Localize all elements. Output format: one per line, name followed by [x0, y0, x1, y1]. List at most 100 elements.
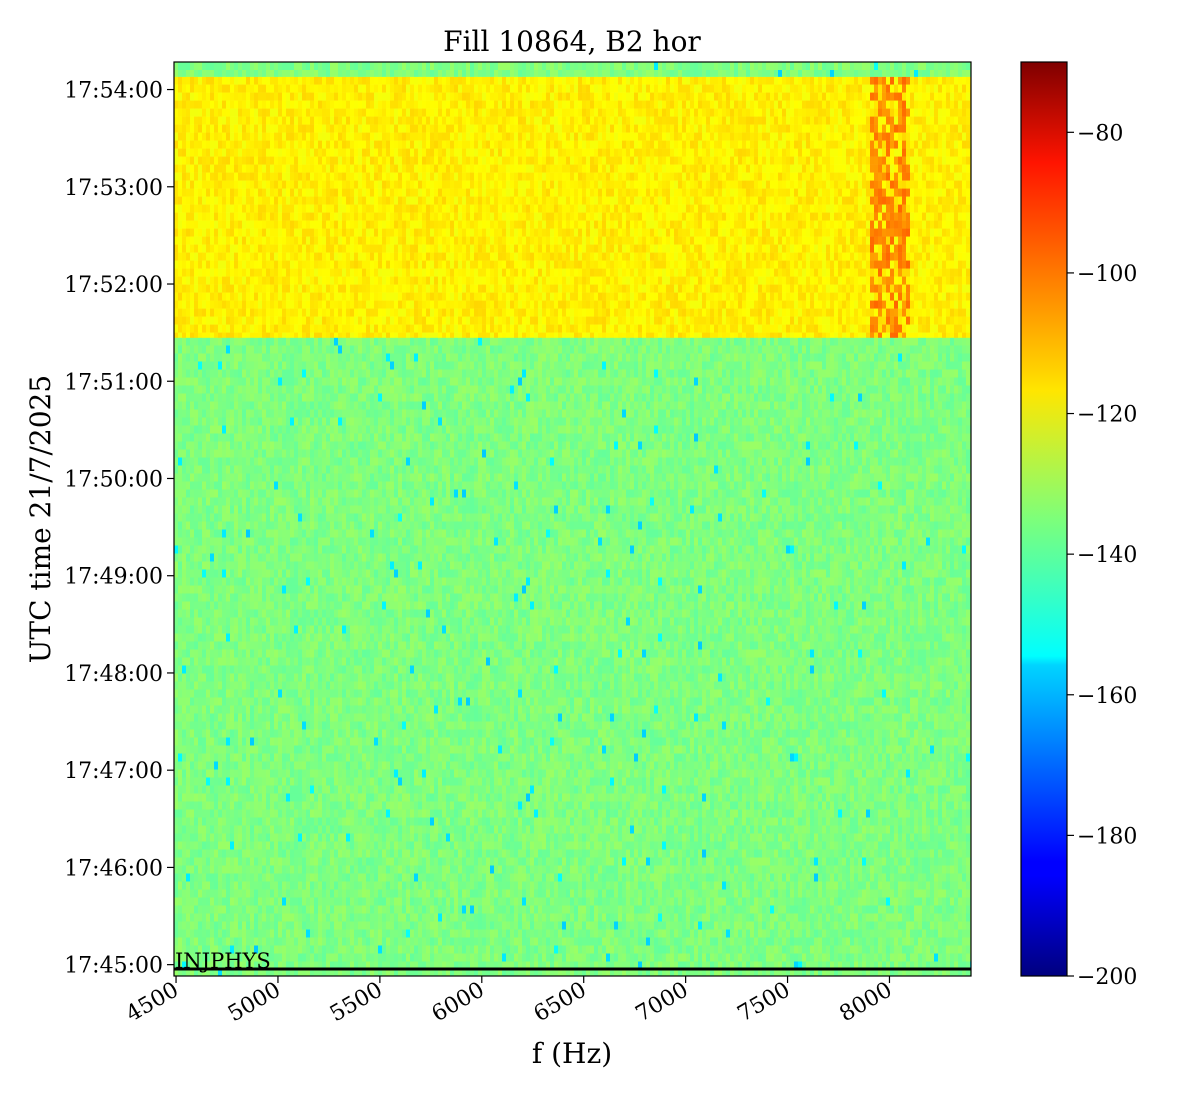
heatmap-cell: [938, 337, 943, 346]
heatmap-cell: [626, 505, 631, 514]
heatmap-cell: [942, 401, 947, 410]
heatmap-cell: [222, 353, 227, 362]
heatmap-cell: [786, 353, 791, 362]
heatmap-cell: [462, 377, 467, 386]
heatmap-cell: [462, 433, 467, 442]
heatmap-cell: [570, 529, 575, 538]
heatmap-cell: [870, 353, 875, 362]
heatmap-cell: [314, 521, 319, 530]
heatmap-cell: [222, 417, 227, 426]
heatmap-cell: [274, 529, 279, 538]
heatmap-cell: [410, 353, 415, 362]
heatmap-cell: [902, 529, 907, 538]
heatmap-cell: [278, 385, 283, 394]
heatmap-cell: [530, 449, 535, 458]
heatmap-cell: [350, 385, 355, 394]
heatmap-cell: [798, 441, 803, 450]
heatmap-cell: [918, 417, 923, 426]
heatmap-cell: [754, 529, 759, 538]
heatmap-cell: [330, 433, 335, 442]
heatmap-cell: [786, 489, 791, 498]
heatmap-cell: [714, 401, 719, 410]
heatmap-cell: [574, 505, 579, 514]
heatmap-cell: [722, 361, 727, 370]
heatmap-cell: [934, 393, 939, 402]
heatmap-cell: [250, 489, 255, 498]
heatmap-cell: [454, 489, 459, 498]
heatmap-cell: [602, 457, 607, 466]
heatmap-cell: [298, 489, 303, 498]
heatmap-cell: [738, 433, 743, 442]
heatmap-cell: [762, 449, 767, 458]
heatmap-cell: [518, 433, 523, 442]
heatmap-cell: [930, 441, 935, 450]
heatmap-cell: [722, 401, 727, 410]
heatmap-cell: [530, 489, 535, 498]
heatmap-cell: [930, 481, 935, 490]
heatmap-cell: [458, 345, 463, 354]
heatmap-cell: [566, 513, 571, 522]
heatmap-cell: [774, 521, 779, 530]
heatmap-cell: [358, 361, 363, 370]
heatmap-cell: [726, 449, 731, 458]
heatmap-cell: [746, 417, 751, 426]
heatmap-cell: [474, 409, 479, 418]
heatmap-cell: [406, 385, 411, 394]
heatmap-cell: [734, 465, 739, 474]
heatmap-cell: [442, 449, 447, 458]
heatmap-cell: [514, 441, 519, 450]
heatmap-cell: [938, 425, 943, 434]
heatmap-cell: [598, 513, 603, 522]
heatmap-cell: [418, 401, 423, 410]
heatmap-cell: [510, 353, 515, 362]
heatmap-cell: [798, 353, 803, 362]
heatmap-cell: [566, 409, 571, 418]
heatmap-cell: [566, 497, 571, 506]
heatmap-cell: [662, 401, 667, 410]
heatmap-cell: [498, 377, 503, 386]
heatmap-cell: [822, 529, 827, 538]
heatmap-cell: [622, 393, 627, 402]
heatmap-cell: [266, 409, 271, 418]
heatmap-cell: [894, 489, 899, 498]
heatmap-cell: [518, 505, 523, 514]
heatmap-cell: [494, 409, 499, 418]
heatmap-cell: [418, 377, 423, 386]
heatmap-cell: [178, 353, 183, 362]
heatmap-cell: [654, 345, 659, 354]
heatmap-cell: [362, 529, 367, 538]
heatmap-cell: [202, 441, 207, 450]
heatmap-cell: [454, 481, 459, 490]
heatmap-cell: [558, 473, 563, 482]
heatmap-cell: [330, 465, 335, 474]
heatmap-cell: [574, 377, 579, 386]
heatmap-cell: [378, 497, 383, 506]
heatmap-cell: [310, 401, 315, 410]
heatmap-cell: [830, 425, 835, 434]
heatmap-cell: [634, 377, 639, 386]
heatmap-cell: [546, 497, 551, 506]
heatmap-cell: [838, 489, 843, 498]
heatmap-cell: [750, 433, 755, 442]
heatmap-cell: [622, 441, 627, 450]
heatmap-cell: [650, 385, 655, 394]
heatmap-cell: [414, 425, 419, 434]
heatmap-cell: [282, 393, 287, 402]
heatmap-cell: [942, 513, 947, 522]
heatmap-cell: [338, 393, 343, 402]
heatmap-cell: [818, 513, 823, 522]
heatmap-cell: [594, 353, 599, 362]
heatmap-cell: [650, 497, 655, 506]
heatmap-cell: [526, 457, 531, 466]
heatmap-cell: [526, 369, 531, 378]
heatmap-cell: [474, 473, 479, 482]
heatmap-cell: [826, 337, 831, 346]
heatmap-cell: [658, 433, 663, 442]
heatmap-cell: [934, 425, 939, 434]
heatmap-cell: [946, 497, 951, 506]
heatmap-cell: [550, 497, 555, 506]
heatmap-cell: [526, 465, 531, 474]
heatmap-cell: [262, 513, 267, 522]
heatmap-cell: [206, 449, 211, 458]
heatmap-cell: [574, 393, 579, 402]
